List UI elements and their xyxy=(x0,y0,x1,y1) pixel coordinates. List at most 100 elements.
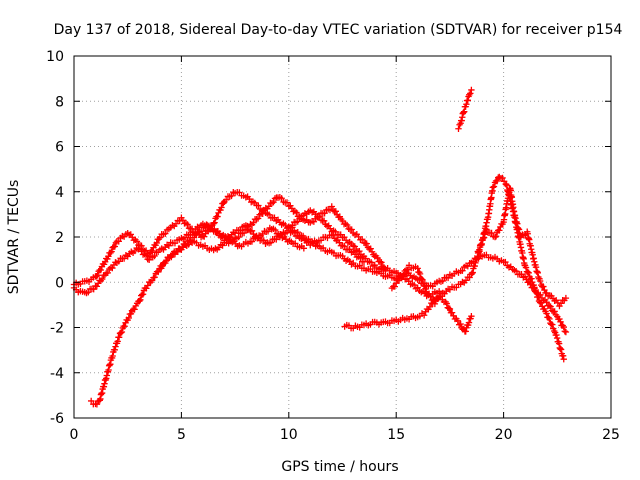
data-point xyxy=(489,184,497,191)
data-point xyxy=(193,231,200,239)
y-tick-label: -4 xyxy=(50,366,64,382)
data-point xyxy=(465,319,473,326)
data-point xyxy=(426,303,434,311)
data-point xyxy=(551,308,558,315)
data-point xyxy=(464,97,471,104)
data-point xyxy=(210,220,217,227)
data-points xyxy=(70,86,570,408)
data-point xyxy=(492,233,500,240)
data-point xyxy=(162,259,169,267)
data-point xyxy=(156,234,164,241)
data-point xyxy=(443,300,450,307)
data-point xyxy=(93,283,101,290)
data-point xyxy=(363,240,370,247)
data-point xyxy=(111,346,119,354)
data-point xyxy=(414,265,421,272)
data-point xyxy=(300,245,308,252)
data-point xyxy=(362,255,369,262)
data-point xyxy=(540,283,547,290)
y-tick-label: 10 xyxy=(46,49,64,65)
series-track-7 xyxy=(455,86,475,132)
data-point xyxy=(481,231,489,238)
series-track-2 xyxy=(70,220,368,297)
data-point xyxy=(198,228,206,235)
series-track-8 xyxy=(388,173,567,363)
data-point xyxy=(502,258,509,266)
data-point xyxy=(367,245,374,252)
data-point xyxy=(537,299,545,306)
data-point xyxy=(264,228,272,235)
data-point xyxy=(270,198,277,206)
data-point xyxy=(524,268,532,276)
data-point xyxy=(461,108,468,115)
data-point xyxy=(462,328,469,335)
data-point xyxy=(111,243,119,250)
data-point xyxy=(93,273,100,280)
data-point xyxy=(368,248,376,255)
data-point xyxy=(562,294,570,302)
data-point xyxy=(104,269,111,277)
data-point xyxy=(105,253,112,260)
data-point xyxy=(97,266,105,274)
data-point xyxy=(547,303,554,310)
x-tick-label: 10 xyxy=(280,427,298,443)
data-point xyxy=(316,213,323,221)
x-tick-label: 5 xyxy=(177,427,186,443)
data-point xyxy=(115,238,122,245)
data-point xyxy=(427,293,434,301)
data-point xyxy=(115,334,123,341)
data-point xyxy=(559,352,567,360)
data-point xyxy=(321,210,328,217)
data-point xyxy=(357,254,364,262)
data-point xyxy=(201,233,208,240)
data-point xyxy=(421,282,428,290)
y-tick-label: 6 xyxy=(55,140,64,156)
data-point xyxy=(434,295,442,302)
data-point xyxy=(401,267,408,275)
y-tick-label: -6 xyxy=(50,411,64,427)
data-point xyxy=(221,232,229,240)
x-tick-label: 0 xyxy=(70,427,79,443)
data-point xyxy=(348,226,355,233)
data-point xyxy=(560,355,567,363)
data-point xyxy=(425,290,433,298)
data-point xyxy=(560,323,567,331)
data-point xyxy=(343,221,351,229)
data-point xyxy=(293,209,300,216)
data-point xyxy=(512,268,520,275)
data-point xyxy=(454,317,461,324)
data-point xyxy=(431,300,439,308)
data-point xyxy=(439,277,446,285)
data-point xyxy=(448,309,456,316)
data-point xyxy=(518,270,525,278)
data-point xyxy=(172,220,180,227)
data-point xyxy=(106,265,113,273)
data-point xyxy=(360,258,368,266)
data-point xyxy=(109,264,116,272)
data-point xyxy=(546,302,553,309)
data-point xyxy=(532,288,540,295)
data-point xyxy=(179,217,187,224)
data-point xyxy=(98,275,106,283)
data-point xyxy=(455,125,462,132)
data-point xyxy=(490,183,498,190)
data-point xyxy=(534,293,542,301)
data-point xyxy=(151,274,158,281)
series-track-9 xyxy=(474,185,570,310)
data-point xyxy=(404,266,411,273)
data-point xyxy=(278,195,285,202)
data-point xyxy=(254,215,262,222)
data-point xyxy=(529,278,536,286)
data-point xyxy=(466,91,473,98)
data-point xyxy=(330,231,337,239)
data-point xyxy=(153,239,160,247)
data-point xyxy=(271,214,278,221)
data-point xyxy=(131,306,138,313)
data-point xyxy=(546,315,553,323)
data-point xyxy=(553,331,560,339)
data-point xyxy=(420,312,428,319)
data-point xyxy=(133,238,141,245)
data-point xyxy=(176,217,183,225)
data-point xyxy=(148,277,156,284)
data-point xyxy=(222,196,230,204)
